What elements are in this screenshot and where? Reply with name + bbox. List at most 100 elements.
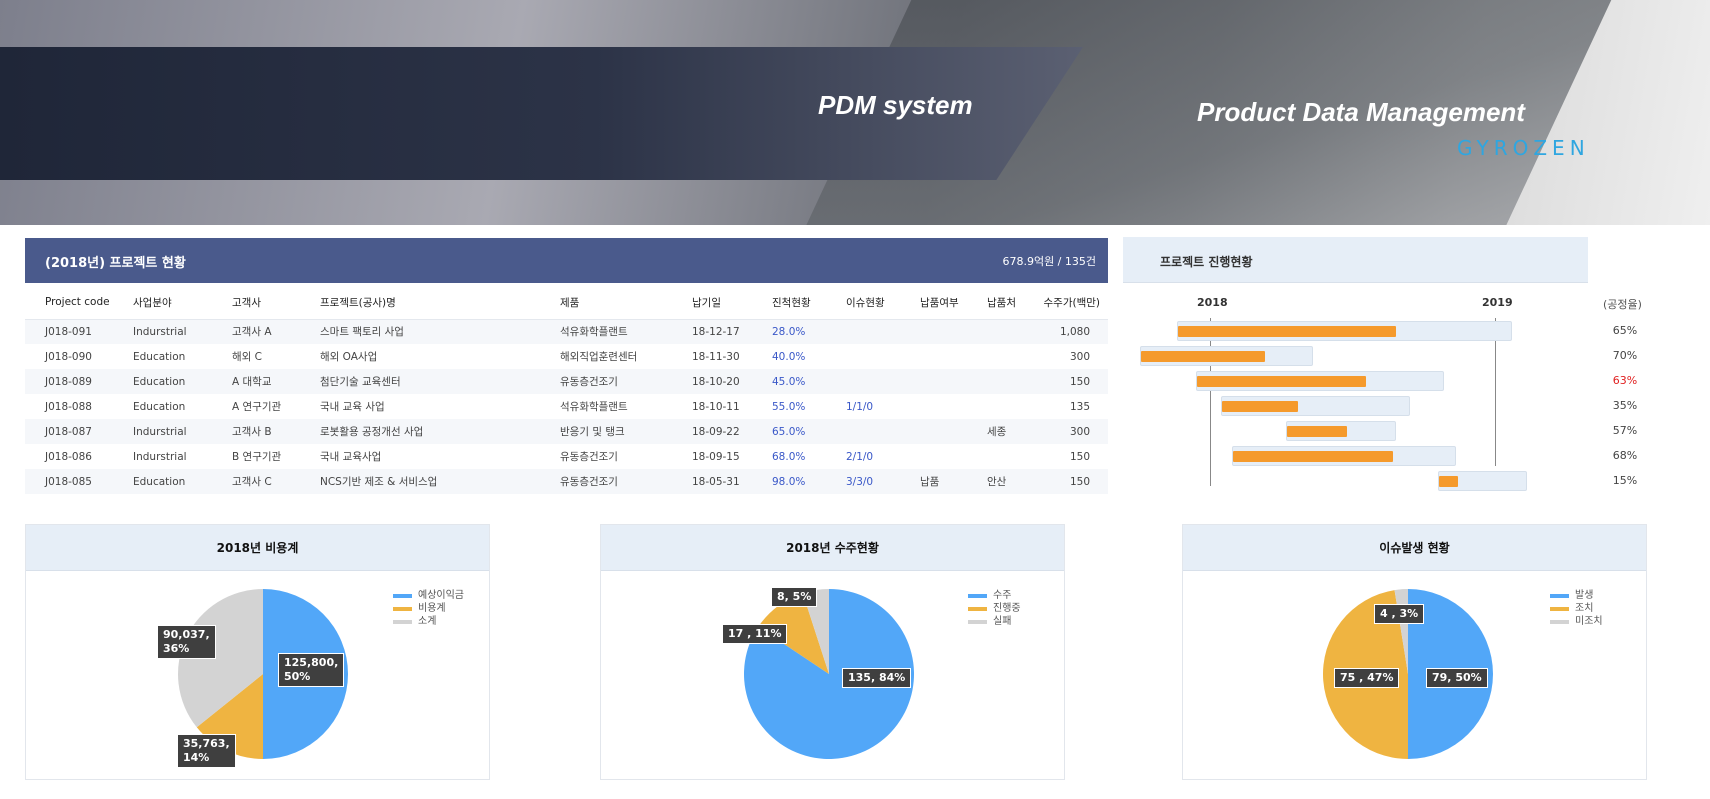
table-cell: 1,080: [1059, 325, 1090, 338]
chart-panel: 2018년 수주현황: [600, 524, 1065, 780]
table-cell: 3/3/0: [846, 475, 874, 488]
gantt-bar-progress: [1233, 451, 1393, 462]
legend-item[interactable]: 미조치: [1550, 615, 1603, 628]
table-cell: J018-090: [45, 350, 92, 363]
table-cell: J018-085: [45, 475, 92, 488]
column-header: 프로젝트(공사)명: [320, 286, 560, 320]
project-table-summary: 678.9억원 / 135건: [1002, 255, 1096, 268]
table-cell: 68.0%: [772, 450, 806, 463]
chart-legend: 발생 조치 미조치: [1550, 589, 1603, 628]
chart-panel: 2018년 비용계: [25, 524, 490, 780]
pie-data-label: 125,800, 50%: [278, 653, 345, 687]
gantt-2019-line: [1495, 318, 1496, 466]
table-cell: 65.0%: [772, 425, 806, 438]
gantt-bar-progress: [1222, 401, 1298, 412]
column-header: 진척현황: [772, 286, 846, 320]
table-cell: 18-10-20: [692, 375, 740, 388]
legend-item[interactable]: 진행중: [968, 602, 1021, 615]
table-cell: 고객사 C: [232, 476, 272, 488]
legend-label: 수주: [993, 590, 1012, 601]
table-cell: 고객사 B: [232, 426, 272, 438]
legend-item[interactable]: 예상이익금: [393, 589, 464, 602]
table-cell: 스마트 팩토리 사업: [320, 326, 404, 339]
legend-swatch-icon: [968, 606, 987, 611]
table-row[interactable]: J018-087 Indurstrial 고객사 B 로봇활용 공정개선 사업 반응기 …: [25, 419, 1108, 444]
table-cell: 28.0%: [772, 325, 806, 338]
table-cell: A 대학교: [232, 376, 272, 388]
pie-data-label: 4 , 3%: [1374, 604, 1425, 624]
legend-item[interactable]: 비용계: [393, 602, 464, 615]
legend-swatch-icon: [1550, 593, 1569, 598]
table-cell: A 연구기관: [232, 401, 282, 413]
gantt-bar-track: [1438, 471, 1527, 491]
table-cell: Indurstrial: [133, 325, 187, 338]
legend-label: 비용계: [418, 603, 446, 614]
pie-slice-3[interactable]: [802, 589, 829, 674]
table-cell: 150: [1069, 375, 1090, 388]
column-header: 납기일: [692, 286, 772, 320]
pie-slice-2[interactable]: [758, 593, 829, 674]
table-row[interactable]: J018-088 Education A 연구기관 국내 교육 사업 석유화학플랜트 18…: [25, 394, 1108, 419]
column-header: 고객사: [232, 286, 320, 320]
legend-label: 미조치: [1575, 616, 1603, 627]
table-cell: 로봇활용 공정개선 사업: [320, 426, 424, 438]
gantt-rate: 35%: [1612, 399, 1638, 412]
table-cell: 국내 교육사업: [320, 451, 382, 463]
gantt-rate: 15%: [1612, 474, 1638, 487]
chart-panel: 이슈발생 현황: [1182, 524, 1647, 780]
gantt-title: 프로젝트 진행현황: [1160, 255, 1253, 269]
legend-label: 발생: [1575, 590, 1594, 601]
legend-item[interactable]: 실패: [968, 615, 1021, 628]
legend-label: 예상이익금: [418, 590, 464, 601]
legend-swatch-icon: [393, 619, 412, 624]
gantt-header: 프로젝트 진행현황: [1123, 237, 1588, 283]
legend-item[interactable]: 발생: [1550, 589, 1603, 602]
legend-swatch-icon: [968, 619, 987, 624]
pie-data-label: 75 , 47%: [1334, 668, 1400, 688]
table-row[interactable]: J018-085 Education 고객사 C NCS기반 제조 & 서비스업 유동층…: [25, 469, 1108, 494]
table-row[interactable]: J018-086 Indurstrial B 연구기관 국내 교육사업 유동층건조기 18…: [25, 444, 1108, 469]
chart-title: 2018년 수주현황: [601, 525, 1064, 571]
table-cell: 300: [1069, 425, 1090, 438]
table-cell: 18-11-30: [692, 350, 740, 363]
table-cell: 유동층건조기: [560, 376, 618, 388]
banner-title-band: [0, 47, 1083, 180]
table-cell: 18-10-11: [692, 400, 740, 413]
legend-item[interactable]: 수주: [968, 589, 1021, 602]
pie-data-label: 135, 84%: [842, 668, 912, 688]
table-cell: J018-086: [45, 450, 92, 463]
app-subtitle: Product Data Management: [1197, 97, 1525, 127]
chart-title: 2018년 비용계: [26, 525, 489, 571]
column-header: 납품처: [987, 286, 1039, 320]
table-cell: J018-089: [45, 375, 92, 388]
table-row[interactable]: J018-091 Indurstrial 고객사 A 스마트 팩토리 사업 석유화학플랜…: [25, 319, 1108, 344]
table-cell: 유동층건조기: [560, 476, 618, 488]
project-table-header: (2018년) 프로젝트 현황 678.9억원 / 135건: [25, 238, 1108, 283]
table-cell: 석유화학플랜트: [560, 326, 628, 339]
legend-item[interactable]: 소계: [393, 615, 464, 628]
table-cell: NCS기반 제조 & 서비스업: [320, 476, 438, 488]
header-banner: PDM system Product Data Management GYROZ…: [0, 0, 1710, 225]
pie-data-label: 35,763, 14%: [177, 734, 236, 768]
table-row[interactable]: J018-089 Education A 대학교 첨단기술 교육센터 유동층건조기 18-…: [25, 369, 1108, 394]
table-cell: 유동층건조기: [560, 451, 618, 463]
gantt-rate: 57%: [1612, 424, 1638, 437]
table-row[interactable]: J018-090 Education 해외 C 해외 OA사업 해외직업훈련센터 18-1…: [25, 344, 1108, 369]
table-cell: 반응기 및 탱크: [560, 426, 625, 438]
legend-label: 진행중: [993, 603, 1021, 614]
column-header: 제품: [560, 286, 692, 320]
pie-slice-3[interactable]: [178, 589, 263, 728]
table-cell: 300: [1069, 350, 1090, 363]
gantt-bar-progress: [1287, 426, 1347, 437]
pie-data-label: 90,037, 36%: [157, 625, 216, 659]
table-cell: Education: [133, 475, 186, 488]
table-cell: 40.0%: [772, 350, 806, 363]
legend-swatch-icon: [1550, 606, 1569, 611]
legend-item[interactable]: 조치: [1550, 602, 1603, 615]
gyrozen-logo: GYROZEN: [1457, 136, 1590, 160]
legend-swatch-icon: [393, 606, 412, 611]
table-cell: 18-09-22: [692, 425, 740, 438]
gantt-year-2019: 2019: [1482, 296, 1513, 309]
